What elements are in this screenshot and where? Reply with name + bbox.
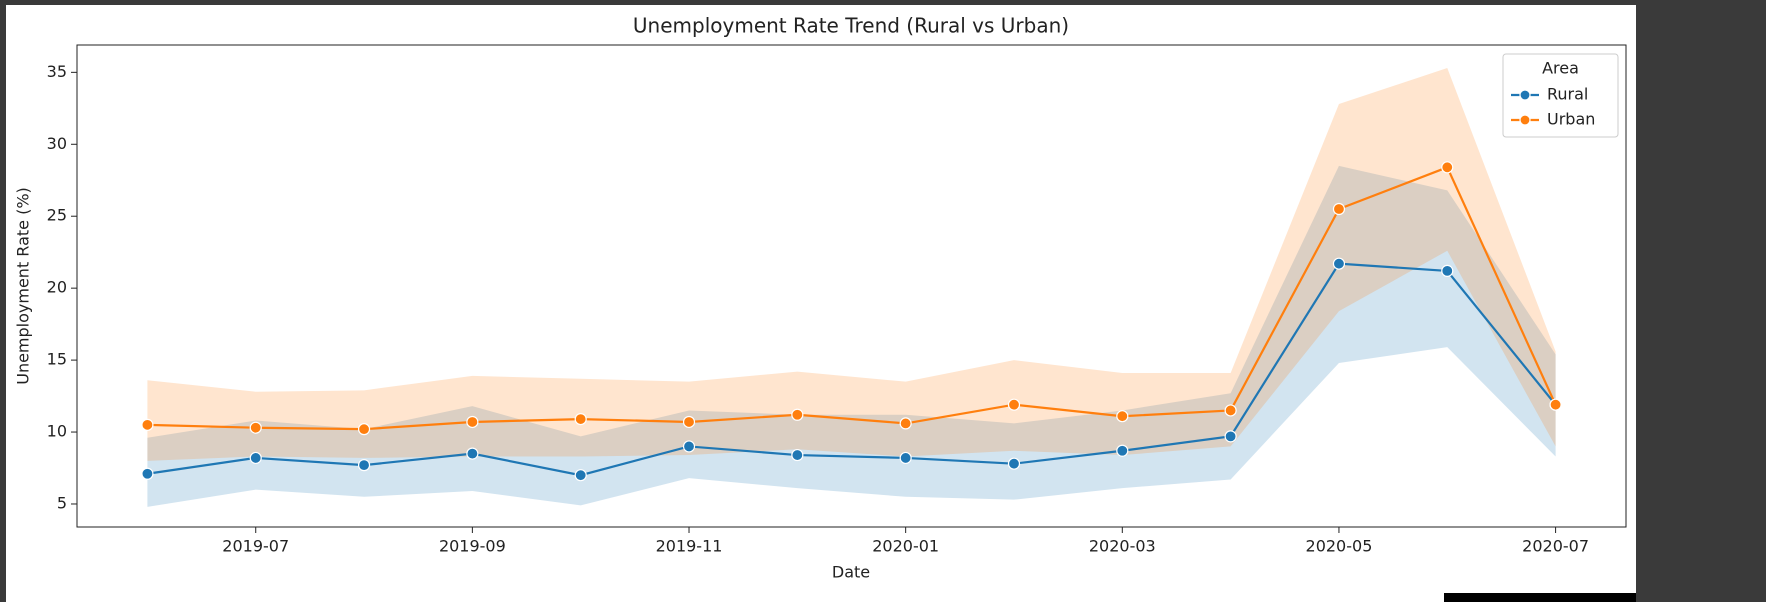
data-point bbox=[357, 459, 371, 472]
chart-title: Unemployment Rate Trend (Rural vs Urban) bbox=[633, 14, 1069, 38]
data-point bbox=[249, 451, 262, 465]
data-point bbox=[682, 440, 696, 453]
data-point bbox=[1116, 444, 1129, 457]
legend-label: Urban bbox=[1547, 110, 1595, 129]
x-tick-label: 2020-05 bbox=[1306, 537, 1373, 556]
legend-title: Area bbox=[1542, 59, 1579, 78]
data-point bbox=[682, 415, 696, 429]
legend-marker bbox=[1519, 114, 1531, 126]
data-point bbox=[1332, 257, 1346, 270]
data-point bbox=[1549, 398, 1562, 411]
x-tick-label: 2019-07 bbox=[222, 537, 289, 556]
x-tick-label: 2020-01 bbox=[872, 537, 939, 556]
x-tick-label: 2019-11 bbox=[656, 537, 723, 556]
y-tick-label: 30 bbox=[47, 134, 67, 153]
legend-box bbox=[1502, 53, 1619, 138]
data-point bbox=[899, 417, 912, 430]
x-tick-label: 2020-03 bbox=[1089, 537, 1156, 556]
y-tick-label: 20 bbox=[47, 278, 67, 297]
data-point bbox=[1116, 410, 1129, 423]
x-tick-label: 2019-09 bbox=[439, 537, 506, 556]
data-point bbox=[357, 423, 371, 436]
output-edge bbox=[1444, 593, 1636, 602]
data-point bbox=[249, 421, 262, 434]
data-point bbox=[141, 467, 154, 480]
data-point bbox=[791, 448, 804, 462]
legend-marker bbox=[1519, 89, 1531, 101]
figure-background bbox=[6, 5, 1636, 602]
data-point bbox=[1332, 202, 1346, 216]
legend-label: Rural bbox=[1547, 85, 1588, 104]
data-point bbox=[574, 412, 587, 426]
y-axis-label: Unemployment Rate (%) bbox=[14, 187, 33, 385]
data-point bbox=[1007, 457, 1021, 470]
data-point bbox=[899, 451, 912, 465]
data-point bbox=[466, 415, 479, 429]
y-tick-label: 5 bbox=[57, 493, 67, 512]
data-point bbox=[791, 408, 804, 421]
confidence-band bbox=[147, 68, 1556, 461]
x-axis-label: Date bbox=[832, 563, 870, 582]
series-line bbox=[147, 165, 1557, 431]
series-line bbox=[147, 262, 1557, 477]
y-tick-label: 25 bbox=[47, 206, 67, 225]
data-point bbox=[574, 469, 587, 482]
x-tick-label: 2020-07 bbox=[1522, 537, 1589, 556]
data-point bbox=[1007, 398, 1021, 411]
plot-frame bbox=[76, 44, 1627, 528]
data-point bbox=[1224, 404, 1237, 417]
y-tick-label: 15 bbox=[47, 350, 67, 369]
data-point bbox=[466, 447, 479, 460]
data-point bbox=[1441, 264, 1454, 277]
y-tick-label: 10 bbox=[47, 422, 67, 441]
y-tick-label: 35 bbox=[47, 62, 67, 81]
data-point bbox=[1441, 161, 1454, 174]
data-point bbox=[141, 418, 154, 431]
data-point bbox=[1224, 430, 1237, 443]
